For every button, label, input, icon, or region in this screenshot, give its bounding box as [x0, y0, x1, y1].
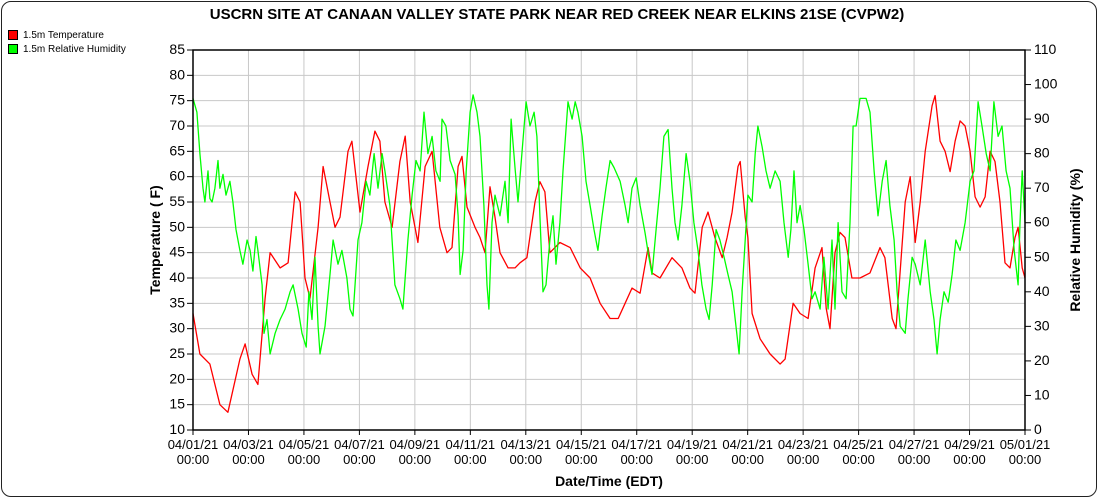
- x-tick-date: 04/21/21: [722, 437, 773, 452]
- x-tick-date: 04/13/21: [500, 437, 551, 452]
- x-tick-time: 00:00: [288, 452, 321, 467]
- x-tick-time: 00:00: [1009, 452, 1042, 467]
- x-tick-time: 00:00: [953, 452, 986, 467]
- x-tick-date: 04/17/21: [611, 437, 662, 452]
- x-tick-date: 04/05/21: [279, 437, 330, 452]
- y-tick-label: 20: [169, 370, 185, 386]
- x-tick-time: 00:00: [676, 452, 709, 467]
- x-tick-time: 00:00: [787, 452, 820, 467]
- x-tick-date: 04/11/21: [446, 437, 496, 452]
- y-tick-label: 15: [169, 396, 185, 412]
- x-tick-time: 00:00: [232, 452, 265, 467]
- y2-tick-label: 10: [1034, 386, 1050, 402]
- y-tick-label: 45: [169, 244, 185, 260]
- x-tick-date: 04/09/21: [390, 437, 441, 452]
- x-tick-time: 00:00: [510, 452, 543, 467]
- y2-tick-label: 50: [1034, 248, 1050, 264]
- y-axis-label: Temperature ( F): [147, 185, 163, 294]
- chart-title: USCRN SITE AT CANAAN VALLEY STATE PARK N…: [210, 6, 905, 23]
- y-tick-label: 60: [169, 168, 185, 184]
- y2-tick-label: 70: [1034, 179, 1050, 195]
- y-tick-label: 30: [169, 320, 185, 336]
- legend-swatch-green: [8, 44, 18, 54]
- x-tick-time: 00:00: [565, 452, 598, 467]
- legend: 1.5m Temperature 1.5m Relative Humidity: [8, 28, 126, 56]
- y2-tick-label: 20: [1034, 352, 1050, 368]
- y-tick-label: 40: [169, 269, 185, 285]
- x-tick-time: 00:00: [177, 452, 210, 467]
- y2-tick-label: 30: [1034, 317, 1050, 333]
- x-tick-date: 05/01/21: [1000, 437, 1051, 452]
- legend-item-humidity: 1.5m Relative Humidity: [8, 42, 126, 56]
- y2-axis-label: Relative Humidity (%): [1067, 168, 1083, 311]
- temperature-line: [192, 94, 1026, 413]
- y-tick-label: 70: [169, 117, 185, 133]
- x-tick-time: 00:00: [343, 452, 376, 467]
- y2-tick-label: 110: [1034, 41, 1057, 57]
- y2-tick-label: 80: [1034, 145, 1050, 161]
- x-tick-time: 00:00: [620, 452, 653, 467]
- y-tick-label: 55: [169, 193, 185, 209]
- x-tick-date: 04/03/21: [223, 437, 274, 452]
- y2-tick-label: 90: [1034, 110, 1050, 126]
- humidity-line: [192, 94, 1026, 355]
- legend-item-temperature: 1.5m Temperature: [8, 28, 126, 42]
- y-tick-label: 25: [169, 345, 185, 361]
- plot-area-border: [192, 49, 1026, 431]
- y2-tick-label: 60: [1034, 214, 1050, 230]
- legend-swatch-red: [8, 30, 18, 40]
- y2-tick-label: 100: [1034, 76, 1058, 92]
- legend-label: 1.5m Relative Humidity: [23, 43, 126, 55]
- y-tick-label: 65: [169, 142, 185, 158]
- x-tick-date: 04/29/21: [944, 437, 995, 452]
- x-tick-time: 00:00: [454, 452, 487, 467]
- x-tick-date: 04/07/21: [334, 437, 385, 452]
- y-tick-label: 80: [169, 66, 185, 82]
- x-tick-time: 00:00: [898, 452, 931, 467]
- x-tick-time: 00:00: [399, 452, 432, 467]
- x-axis-label: Date/Time (EDT): [555, 473, 663, 489]
- y2-tick-label: 0: [1034, 421, 1042, 437]
- x-tick-date: 04/19/21: [667, 437, 718, 452]
- y-tick-label: 85: [169, 41, 185, 57]
- y2-tick-label: 40: [1034, 283, 1050, 299]
- x-tick-date: 04/23/21: [778, 437, 829, 452]
- x-tick-date: 04/25/21: [833, 437, 884, 452]
- x-tick-time: 00:00: [731, 452, 764, 467]
- y-tick-label: 75: [169, 92, 185, 108]
- y-tick-label: 50: [169, 218, 185, 234]
- legend-label: 1.5m Temperature: [23, 29, 104, 41]
- y-tick-label: 10: [169, 421, 185, 437]
- x-tick-time: 00:00: [842, 452, 875, 467]
- x-tick-date: 04/01/21: [168, 437, 219, 452]
- y-tick-label: 35: [169, 294, 185, 310]
- x-tick-date: 04/27/21: [889, 437, 940, 452]
- x-tick-date: 04/15/21: [556, 437, 607, 452]
